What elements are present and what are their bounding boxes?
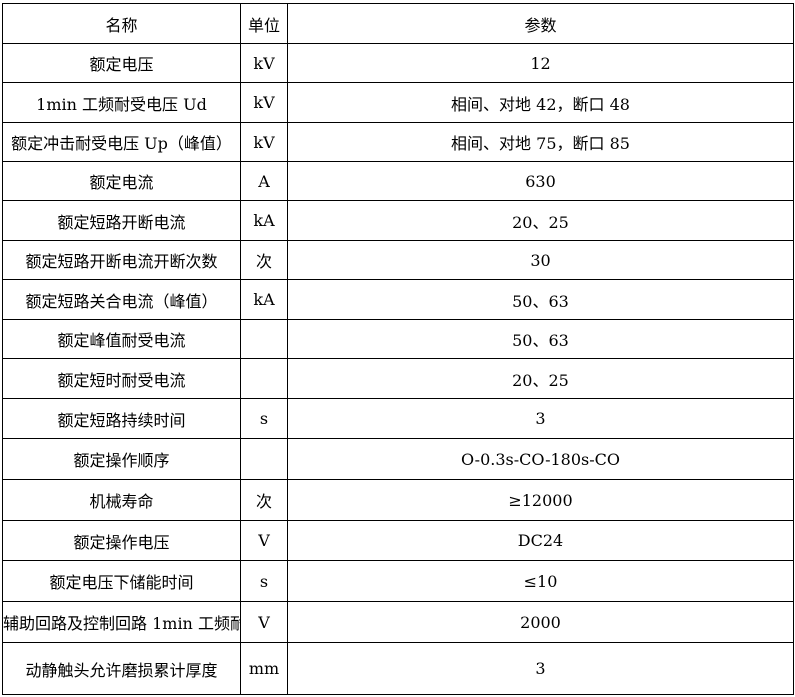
cell-unit: kA	[240, 200, 288, 241]
cell-unit: s	[240, 398, 288, 439]
cell-name: 机械寿命	[2, 479, 241, 521]
table-row: 额定短时耐受电流 20、25	[2, 358, 794, 399]
table-row: 额定电压 kV 12	[2, 43, 794, 83]
cell-value: 50、63	[287, 279, 794, 320]
cell-name: 额定电压	[2, 43, 241, 83]
cell-name: 辅助回路及控制回路 1min 工频耐受电压	[2, 601, 241, 643]
cell-value: 3	[287, 642, 794, 695]
cell-unit	[240, 319, 288, 359]
cell-unit: 次	[240, 479, 288, 521]
cell-value: DC24	[287, 520, 794, 561]
cell-value: O-0.3s-CO-180s-CO	[287, 438, 794, 480]
table-row: 机械寿命次 ≥12000	[2, 479, 794, 521]
cell-unit: s	[240, 560, 288, 602]
header-value: 参数	[287, 3, 794, 44]
cell-value: 50、63	[287, 319, 794, 359]
cell-unit: kV	[240, 82, 288, 123]
cell-unit	[240, 438, 288, 480]
table-row: 额定电压下储能时间 s ≤10	[2, 560, 794, 602]
cell-value: 30	[287, 240, 794, 280]
table-row: 额定短路持续时间 s 3	[2, 398, 794, 439]
cell-unit: V	[240, 601, 288, 643]
cell-name: 额定短路关合电流（峰值）	[2, 279, 241, 320]
table-row: 动静触头允许磨损累计厚度 mm 3	[2, 642, 794, 695]
cell-value: 20、25	[287, 200, 794, 241]
cell-value: 3	[287, 398, 794, 439]
table-row: 1min 工频耐受电压 Ud kV 相间、对地 42，断口 48	[2, 82, 794, 123]
cell-name: 动静触头允许磨损累计厚度	[2, 642, 241, 695]
cell-unit: mm	[240, 642, 288, 695]
cell-unit: kA	[240, 279, 288, 320]
header-unit: 单位	[240, 3, 288, 44]
table-row: 额定操作顺序 O-0.3s-CO-180s-CO	[2, 438, 794, 480]
cell-value: 2000	[287, 601, 794, 643]
cell-name: 额定冲击耐受电压 Up（峰值）	[2, 122, 241, 162]
cell-name: 1min 工频耐受电压 Ud	[2, 82, 241, 123]
cell-unit: A	[240, 161, 288, 201]
cell-value: 630	[287, 161, 794, 201]
cell-unit	[240, 358, 288, 399]
cell-name: 额定操作顺序	[2, 438, 241, 480]
cell-name: 额定短路持续时间	[2, 398, 241, 439]
cell-unit: 次	[240, 240, 288, 280]
cell-name: 额定电流	[2, 161, 241, 201]
header-name: 名称	[2, 3, 241, 44]
cell-value: 相间、对地 75，断口 85	[287, 122, 794, 162]
table-row: 额定峰值耐受电流 50、63	[2, 319, 794, 359]
cell-name: 额定电压下储能时间	[2, 560, 241, 602]
parameters-table: 名称 单位 参数 额定电压 kV 12 1min 工频耐受电压 Ud kV 相间、对地 4…	[2, 3, 794, 695]
cell-unit: kV	[240, 122, 288, 162]
cell-name: 额定短路开断电流开断次数	[2, 240, 241, 280]
table-row: 额定电流 A 630	[2, 161, 794, 201]
cell-value: 相间、对地 42，断口 48	[287, 82, 794, 123]
cell-unit: V	[240, 520, 288, 561]
cell-unit: kV	[240, 43, 288, 83]
cell-name: 额定短时耐受电流	[2, 358, 241, 399]
cell-name: 额定操作电压	[2, 520, 241, 561]
cell-value: 20、25	[287, 358, 794, 399]
cell-value: 12	[287, 43, 794, 83]
table-header-row: 名称 单位 参数	[2, 3, 794, 44]
table-row: 额定短路开断电流开断次数次 30	[2, 240, 794, 280]
table-row: 额定操作电压 V DC24	[2, 520, 794, 561]
table-row: 额定短路开断电流 kA 20、25	[2, 200, 794, 241]
cell-value: ≤10	[287, 560, 794, 602]
table-row: 额定冲击耐受电压 Up（峰值） kV 相间、对地 75，断口 85	[2, 122, 794, 162]
cell-name: 额定短路开断电流	[2, 200, 241, 241]
cell-name: 额定峰值耐受电流	[2, 319, 241, 359]
table-row: 额定短路关合电流（峰值） kA 50、63	[2, 279, 794, 320]
cell-value: ≥12000	[287, 479, 794, 521]
table-row: 辅助回路及控制回路 1min 工频耐受电压V2000	[2, 601, 794, 643]
